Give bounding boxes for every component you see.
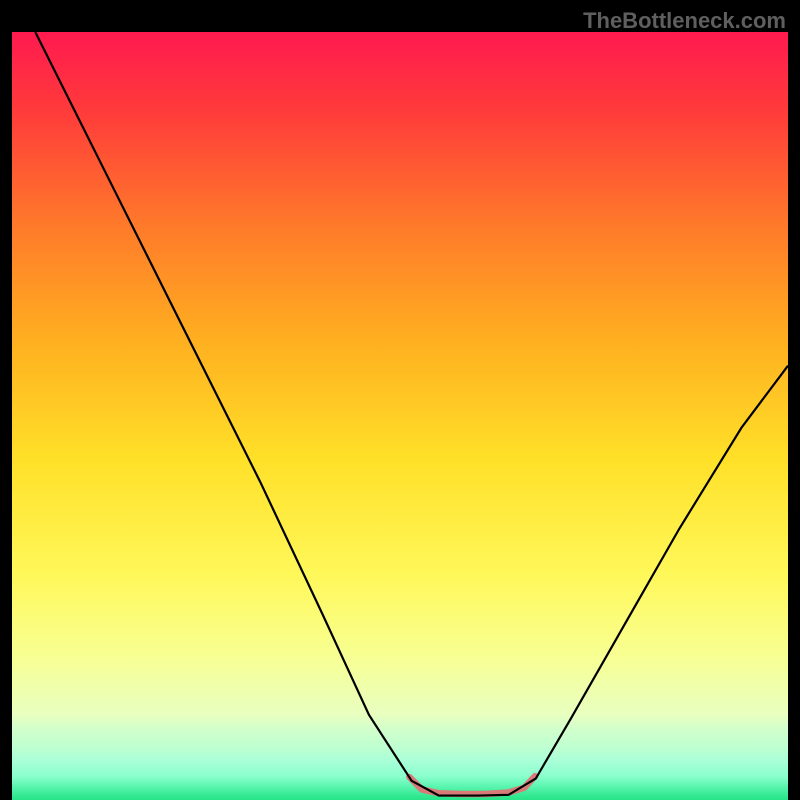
chart-frame: TheBottleneck.com bbox=[0, 0, 800, 800]
plot-area bbox=[12, 32, 788, 788]
main-curve-line bbox=[35, 32, 788, 796]
watermark-text: TheBottleneck.com bbox=[583, 8, 786, 34]
bottleneck-curve bbox=[12, 32, 788, 800]
